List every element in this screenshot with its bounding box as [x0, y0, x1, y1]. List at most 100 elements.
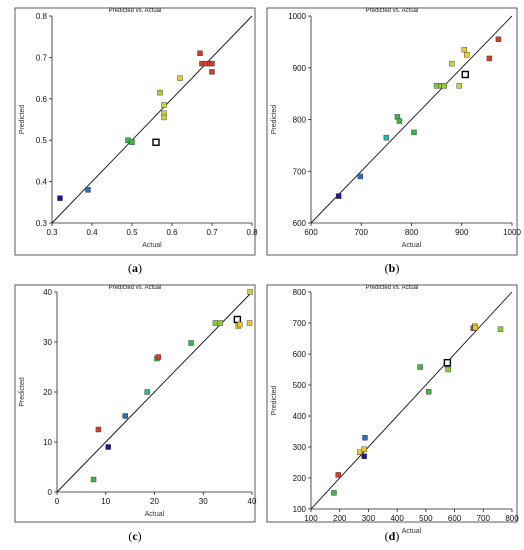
- data-point: [233, 315, 242, 324]
- data-point: [209, 69, 215, 75]
- data-point: [331, 490, 337, 496]
- data-point: [486, 55, 493, 62]
- data-point: [129, 139, 135, 145]
- data-point: [209, 60, 215, 67]
- x-tick-label: 900: [455, 228, 469, 237]
- data-point: [396, 118, 403, 124]
- x-tick-label: 0.3: [46, 228, 58, 237]
- x-tick-label: 30: [199, 497, 208, 506]
- data-point: [237, 321, 243, 328]
- x-tick-label: 10: [101, 497, 110, 506]
- data-point: [495, 36, 502, 42]
- data-point: [90, 476, 97, 483]
- y-tick-label: 700: [293, 167, 307, 176]
- data-point: [357, 449, 363, 455]
- y-axis-label: Predicted: [271, 386, 278, 416]
- y-tick-label: 0.5: [36, 136, 48, 145]
- x-tick-label: 400: [390, 514, 404, 523]
- plot-title: Predicted vs. Actual: [366, 285, 419, 291]
- y-tick-label: 1000: [288, 12, 306, 21]
- data-point: [247, 289, 253, 295]
- y-tick-label: 0.3: [36, 219, 48, 228]
- x-tick-label: 800: [505, 514, 519, 523]
- panel-label: (c): [128, 529, 141, 543]
- data-point: [95, 426, 102, 433]
- y-tick-label: 900: [293, 64, 307, 73]
- x-axis-label: Actual: [145, 511, 165, 518]
- data-point: [472, 324, 478, 331]
- y-tick-label: 200: [293, 474, 307, 483]
- y-axis-label: Predicted: [271, 105, 278, 135]
- x-tick-label: 800: [405, 228, 419, 237]
- data-point: [461, 70, 469, 79]
- identity-line: [310, 15, 513, 224]
- y-tick-label: 600: [293, 219, 307, 228]
- data-point: [426, 389, 432, 395]
- y-tick-label: 20: [43, 388, 52, 397]
- data-point: [188, 340, 194, 346]
- x-tick-label: 0.8: [246, 228, 258, 237]
- y-tick-label: 0.6: [36, 95, 48, 104]
- panel-frame: [266, 7, 518, 256]
- data-point: [177, 75, 183, 81]
- y-tick-label: 300: [293, 443, 307, 452]
- x-tick-label: 0.6: [166, 228, 178, 237]
- plot-title: Predicted vs. Actual: [109, 8, 162, 14]
- data-point: [417, 364, 423, 370]
- x-tick-label: 1000: [503, 228, 521, 237]
- y-tick-label: 600: [293, 350, 307, 359]
- x-tick-label: 500: [419, 514, 433, 523]
- data-point: [361, 453, 367, 459]
- data-point: [57, 195, 63, 201]
- data-point: [85, 187, 91, 193]
- data-point: [445, 366, 451, 373]
- y-tick-label: 500: [293, 381, 307, 390]
- y-tick-label: 0: [48, 488, 53, 497]
- panel-frame: [266, 284, 518, 523]
- panel-label: (a): [128, 261, 142, 275]
- panel-frame: [14, 284, 256, 523]
- x-tick-label: 300: [362, 514, 376, 523]
- y-tick-label: 30: [43, 338, 52, 347]
- y-tick-label: 700: [293, 319, 307, 328]
- y-tick-label: 100: [293, 505, 307, 514]
- x-axis-label: Actual: [402, 528, 422, 535]
- y-tick-label: 40: [43, 288, 52, 297]
- y-tick-label: 10: [43, 438, 52, 447]
- data-point: [152, 138, 160, 146]
- data-point: [157, 89, 163, 96]
- x-tick-label: 20: [150, 497, 159, 506]
- panel-frame: [14, 7, 256, 256]
- data-point: [161, 114, 167, 121]
- panel-label: (b): [385, 261, 400, 275]
- x-tick-label: 0.5: [126, 228, 138, 237]
- data-point: [361, 446, 367, 452]
- data-point: [335, 193, 342, 199]
- y-tick-label: 0.8: [36, 12, 48, 21]
- x-tick-label: 0: [55, 497, 60, 506]
- chart-panel-a: Predicted vs. Actual 0.3 0.4 0.5 0.6 0.7 0.8 0.…: [14, 7, 258, 275]
- x-tick-label: 40: [248, 497, 257, 506]
- x-tick-label: 100: [304, 514, 318, 523]
- data-point: [212, 320, 219, 326]
- data-point: [443, 358, 452, 367]
- data-point: [497, 326, 504, 332]
- identity-line: [310, 291, 513, 510]
- y-axis-label: Predicted: [19, 105, 26, 135]
- data-point: [461, 46, 467, 53]
- x-tick-label: 0.4: [86, 228, 98, 237]
- data-point: [383, 134, 390, 141]
- chart-panel-b: Predicted vs. Actual 600 700 800 900 1000 600 7…: [266, 7, 521, 275]
- data-point: [464, 52, 470, 58]
- data-point: [197, 50, 203, 56]
- data-point: [122, 413, 128, 419]
- identity-line: [51, 15, 253, 224]
- x-tick-label: 600: [304, 228, 318, 237]
- y-tick-label: 400: [293, 412, 307, 421]
- x-tick-label: 700: [477, 514, 491, 523]
- y-tick-label: 800: [293, 288, 307, 297]
- data-point: [144, 389, 150, 395]
- data-point: [362, 435, 368, 441]
